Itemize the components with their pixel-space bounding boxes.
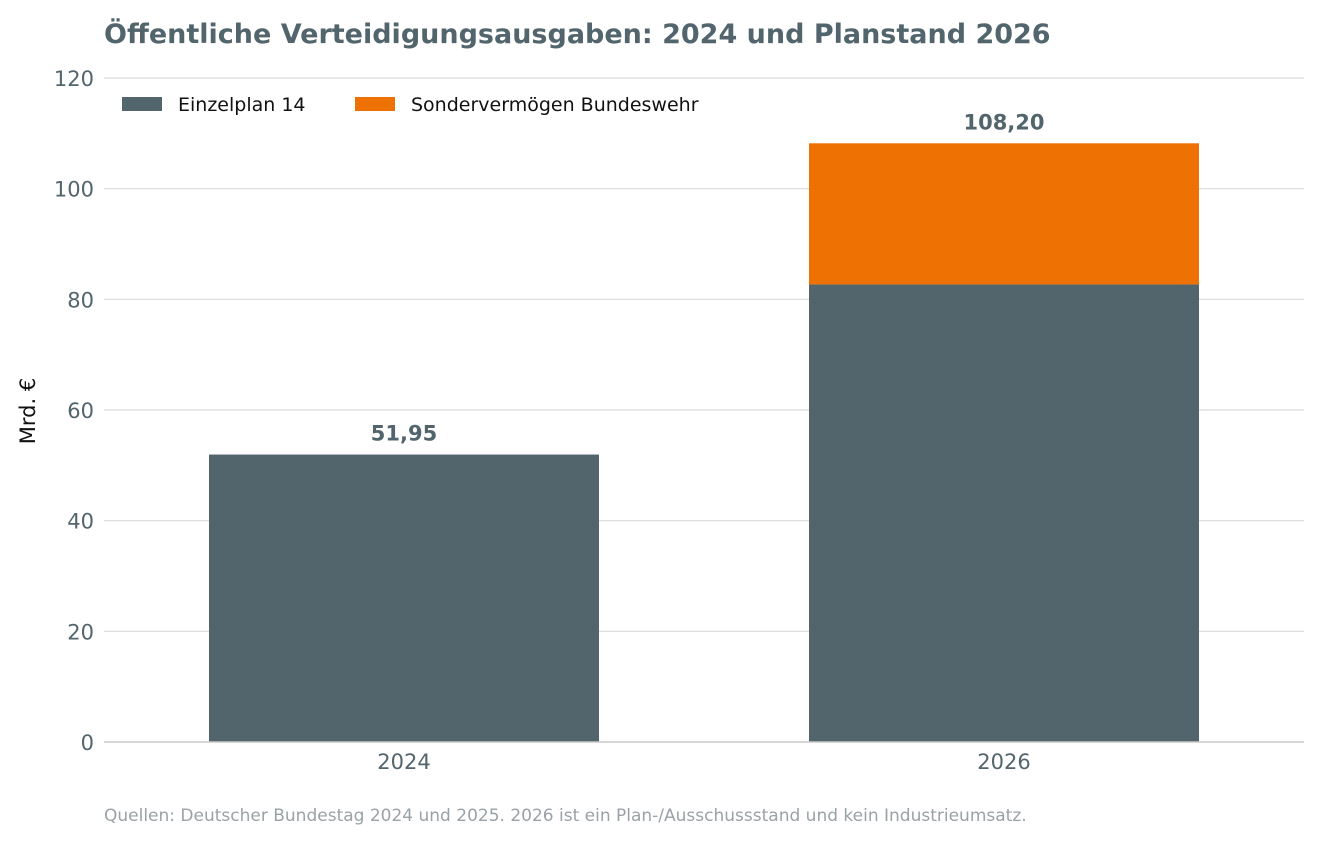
legend-swatch-sondervermoegen <box>355 97 395 111</box>
y-tick-label-80: 80 <box>67 288 94 312</box>
bar-2026-series-0 <box>809 284 1199 742</box>
y-tick-label-0: 0 <box>81 731 94 755</box>
y-axis-label: Mrd. € <box>16 378 40 444</box>
bars <box>209 143 1199 742</box>
source-note: Quellen: Deutscher Bundestag 2024 und 20… <box>104 806 1027 826</box>
chart-title: Öffentliche Verteidigungsausgaben: 2024 … <box>104 17 1051 50</box>
y-tick-label-120: 120 <box>54 67 94 91</box>
x-tick-label-2026: 2026 <box>977 750 1030 774</box>
legend-swatch-einzelplan-14 <box>122 97 162 111</box>
total-label-2024: 51,95 <box>371 422 437 446</box>
bar-2026-series-1 <box>809 143 1199 285</box>
y-tick-label-40: 40 <box>67 510 94 534</box>
total-labels: 51,95 108,20 <box>371 110 1045 445</box>
y-axis-ticks: 0 20 40 60 80 100 120 <box>54 67 94 755</box>
y-tick-label-20: 20 <box>67 620 94 644</box>
legend-label-sondervermoegen: Sondervermögen Bundeswehr <box>411 94 699 116</box>
legend-label-einzelplan-14: Einzelplan 14 <box>178 94 306 116</box>
x-tick-label-2024: 2024 <box>377 750 430 774</box>
y-tick-label-100: 100 <box>54 178 94 202</box>
legend: Einzelplan 14 Sondervermögen Bundeswehr <box>122 94 699 116</box>
bar-2024-series-0 <box>209 454 599 742</box>
y-tick-label-60: 60 <box>67 399 94 423</box>
total-label-2026: 108,20 <box>963 110 1044 134</box>
x-axis-ticks: 2024 2026 <box>377 750 1030 774</box>
